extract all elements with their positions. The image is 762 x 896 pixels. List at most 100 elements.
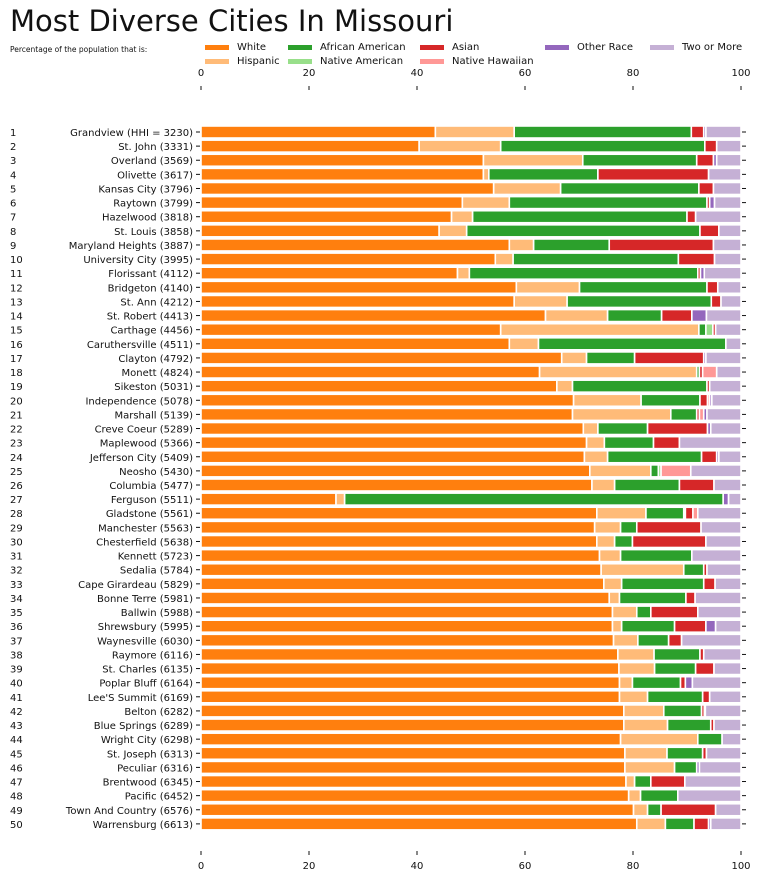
- bar-segment-white: [200, 435, 588, 450]
- x-tick-label: 100: [731, 861, 750, 872]
- bar-segment-hispanic: [515, 280, 581, 295]
- bar-segment-hispanic: [572, 393, 642, 408]
- bar-segment-african-american: [585, 351, 636, 365]
- bar-segment-african-american: [618, 591, 687, 605]
- x-tick-label: 60: [519, 861, 532, 872]
- bar-segment-asian: [706, 280, 719, 295]
- rank-label: 47: [10, 778, 23, 789]
- bar-segment-white: [200, 449, 586, 464]
- category-label: Carthage (4456): [110, 326, 193, 337]
- category-label: Maryland Heights (3887): [69, 241, 193, 252]
- bar-segment-white: [200, 562, 602, 577]
- bar-segment-two-or-more: [714, 322, 742, 337]
- bar-segment-white: [200, 139, 420, 153]
- bar-segment-white: [200, 732, 622, 746]
- rank-label: 24: [10, 453, 23, 464]
- bar-segment-african-american: [513, 125, 693, 139]
- bar-segment-asian: [677, 252, 716, 266]
- bar-segment-two-or-more: [713, 478, 742, 492]
- category-label: Waynesville (6030): [97, 636, 193, 647]
- bar-segment-two-or-more: [696, 506, 742, 521]
- bar-segment-african-american: [532, 238, 611, 252]
- category-label: Florissant (4112): [108, 269, 193, 280]
- bar-segment-asian: [695, 153, 715, 168]
- bar-segment-asian: [686, 209, 697, 224]
- category-label: Pacific (6452): [125, 792, 193, 803]
- rank-label: 37: [10, 636, 23, 647]
- bar-segment-asian: [667, 633, 683, 648]
- bar-segment-two-or-more: [718, 224, 742, 238]
- category-label: Sikeston (5031): [114, 382, 193, 393]
- bar-segment-white: [200, 209, 453, 224]
- rank-label: 38: [10, 650, 23, 661]
- bar-segment-two-or-more: [708, 689, 742, 704]
- bar-segment-african-american: [669, 407, 698, 422]
- bar-segment-other-race: [691, 308, 708, 323]
- bar-segment-white: [200, 365, 541, 379]
- bar-segment-african-american: [508, 195, 708, 210]
- bar-segment-white: [200, 675, 621, 690]
- legend-label: White: [237, 42, 267, 53]
- bar-segment-two-or-more: [704, 704, 742, 718]
- bar-segment-hispanic: [625, 774, 636, 789]
- bar-segment-hispanic: [450, 209, 474, 224]
- legend-label: Native Hawaiian: [452, 56, 534, 67]
- rank-label: 49: [10, 806, 23, 817]
- bar-segment-two-or-more: [725, 336, 742, 351]
- bar-segment-asian: [702, 577, 716, 591]
- category-label: Cape Girardeau (5829): [78, 580, 193, 591]
- category-label: Brentwood (6345): [103, 778, 193, 789]
- bar-segment-two-or-more: [708, 379, 742, 393]
- bar-segment-african-american: [633, 774, 652, 789]
- bar-segment-two-or-more: [677, 788, 742, 803]
- rank-label: 39: [10, 665, 23, 676]
- x-tick-label: 80: [627, 861, 640, 872]
- category-label: Warrensburg (6613): [93, 820, 193, 831]
- category-label: Caruthersville (4511): [87, 340, 193, 351]
- bar-segment-african-american: [640, 393, 701, 408]
- category-label: Creve Coeur (5289): [95, 425, 194, 436]
- bar-segment-two-or-more: [713, 195, 742, 210]
- bar-segment-hispanic: [600, 562, 685, 577]
- bar-segment-asian: [685, 591, 696, 605]
- bar-segment-hispanic: [618, 689, 649, 704]
- bar-segment-white: [200, 224, 440, 238]
- bar-segment-white: [200, 336, 511, 351]
- bar-segment-two-or-more: [713, 718, 742, 732]
- category-label: Raymore (6116): [112, 650, 193, 661]
- bar-segment-two-or-more: [714, 802, 742, 817]
- rank-label: 45: [10, 749, 23, 760]
- bar-segment-white: [200, 802, 635, 817]
- bar-segment-other-race: [722, 492, 730, 506]
- bar-segment-two-or-more: [700, 520, 742, 535]
- rank-label: 17: [10, 354, 23, 365]
- bar-segment-hispanic: [612, 633, 639, 648]
- bar-segment-african-american: [581, 153, 698, 168]
- bar-segment-two-or-more: [707, 167, 742, 182]
- bar-segment-african-american: [666, 718, 712, 732]
- bar-segment-asian: [699, 224, 720, 238]
- category-label: Raytown (3799): [113, 199, 193, 210]
- legend-item: Native American: [288, 56, 403, 67]
- category-label: Monett (4824): [121, 368, 193, 379]
- bar-segment-hispanic: [608, 591, 621, 605]
- category-label: Marshall (5139): [114, 410, 193, 421]
- bar-segment-two-or-more: [712, 238, 742, 252]
- bar-segment-hispanic: [598, 548, 622, 563]
- bar-segment-two-or-more: [680, 633, 742, 648]
- legend-swatch: [288, 59, 312, 64]
- bar-segment-two-or-more: [709, 817, 742, 831]
- category-label: Kennett (5723): [118, 552, 193, 563]
- rank-label: 33: [10, 580, 23, 591]
- legend-item: Hispanic: [205, 56, 280, 67]
- category-label: Grandview (HHI = 3230): [70, 128, 193, 139]
- bar-segment-hispanic: [508, 336, 540, 351]
- legend-swatch: [205, 59, 229, 64]
- bar-segment-two-or-more: [698, 760, 742, 775]
- rank-label: 21: [10, 410, 23, 421]
- bar-segment-white: [200, 351, 563, 365]
- category-label: Lee'S Summit (6169): [88, 693, 193, 704]
- bar-segment-african-american: [682, 562, 705, 577]
- bar-segment-african-american: [512, 252, 680, 266]
